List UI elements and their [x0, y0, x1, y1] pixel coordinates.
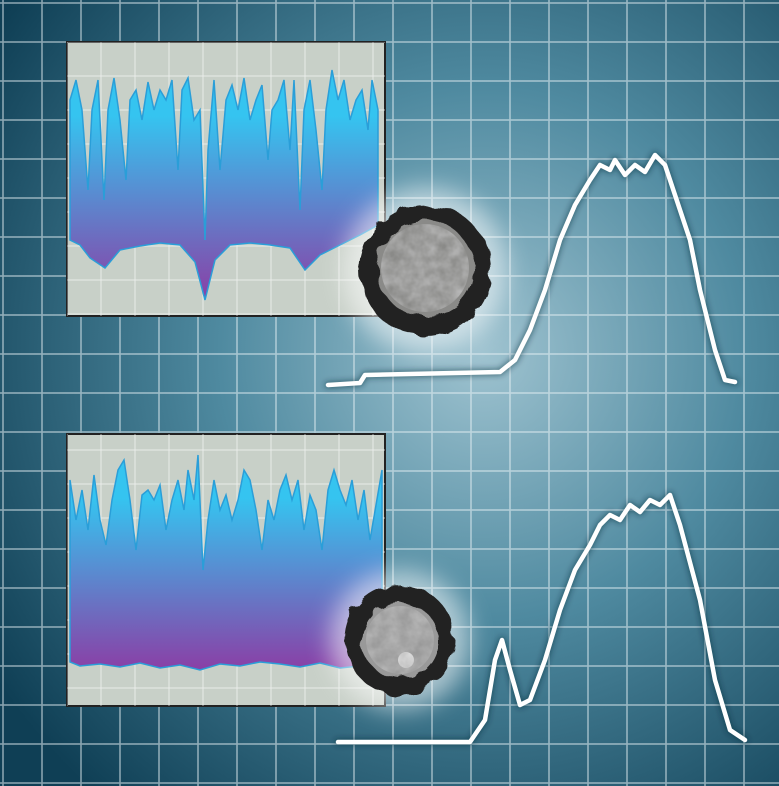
illustration [0, 0, 779, 786]
cell-bottom [330, 570, 470, 710]
top-panel [67, 42, 385, 316]
page: (() => { const data = JSON.parse(documen… [0, 0, 779, 786]
cell-top [343, 188, 507, 352]
